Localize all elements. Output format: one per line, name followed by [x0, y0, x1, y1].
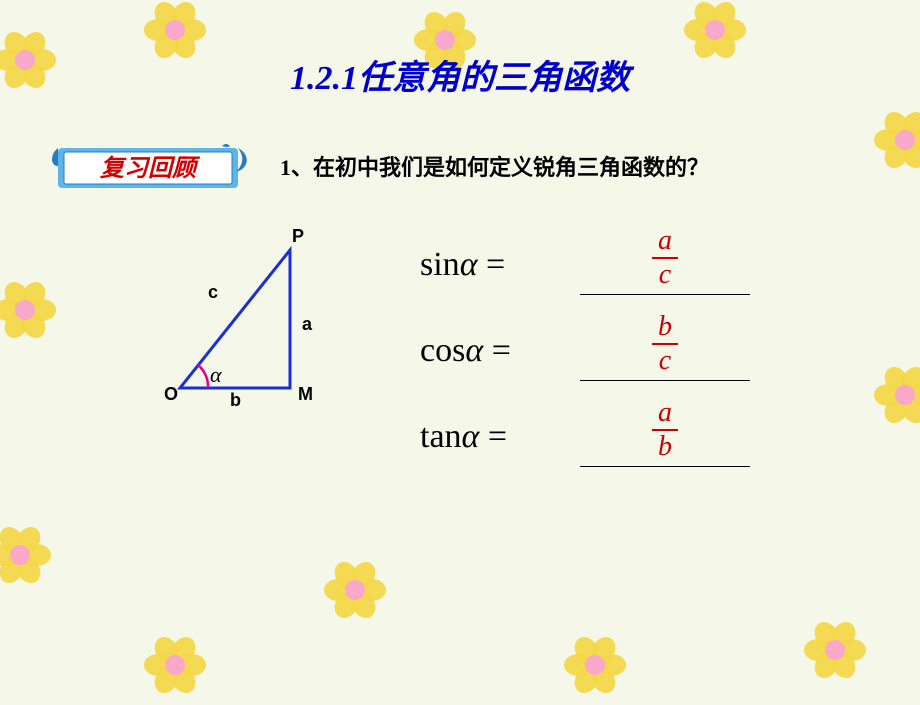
tan-answer: a b: [580, 407, 750, 467]
flower-icon: [870, 360, 920, 430]
flower-icon: [0, 520, 55, 590]
flower-icon: [870, 105, 920, 175]
review-label: 复习回顾: [100, 155, 201, 182]
formula-cos: cosα = b c: [420, 321, 750, 381]
question-text: 1、在初中我们是如何定义锐角三角函数的？: [280, 150, 709, 182]
page-title: 1.2.1任意角的三角函数: [0, 50, 920, 99]
formula-sin: sinα = a c: [420, 235, 750, 295]
tan-lhs: tanα =: [420, 418, 580, 456]
sin-lhs: sinα =: [420, 246, 580, 284]
formulas-block: sinα = a c cosα = b c tanα = a: [420, 235, 750, 493]
flower-icon: [0, 275, 60, 345]
flower-icon: [800, 615, 870, 685]
side-a: a: [302, 314, 313, 334]
triangle-diagram: P O M c a b α: [130, 220, 360, 420]
formula-tan: tanα = a b: [420, 407, 750, 467]
flower-icon: [320, 555, 390, 625]
vertex-O: O: [164, 384, 178, 404]
cos-lhs: cosα =: [420, 332, 580, 370]
vertex-M: M: [298, 384, 313, 404]
side-b: b: [230, 390, 241, 410]
review-banner: 复习回顾: [50, 140, 250, 201]
vertex-P: P: [292, 226, 304, 246]
side-c: c: [208, 282, 218, 302]
angle-alpha: α: [210, 362, 222, 387]
sin-answer: a c: [580, 235, 750, 295]
cos-answer: b c: [580, 321, 750, 381]
